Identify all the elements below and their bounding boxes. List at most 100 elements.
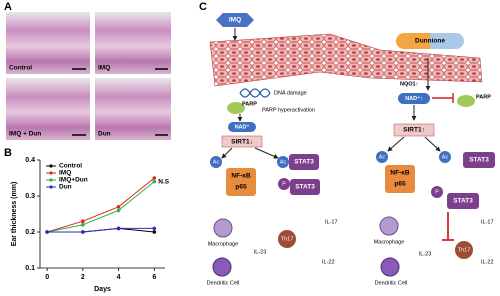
node-label: IL-22 — [322, 259, 335, 265]
img — [6, 12, 90, 74]
pill — [430, 33, 464, 49]
circ — [210, 156, 222, 168]
node-label: IL-23 — [419, 251, 432, 257]
panel-label: B — [4, 147, 12, 159]
box — [226, 168, 256, 196]
legend-marker — [49, 164, 53, 168]
node-label: NAD⁺↑ — [405, 95, 423, 102]
image-label: Dun — [98, 131, 111, 138]
series-line — [46, 177, 155, 233]
image-label: Control — [9, 65, 32, 72]
node-label: PARP — [242, 101, 257, 107]
node-label: IL-22 — [481, 259, 494, 265]
node-label: DNA damage — [274, 90, 307, 96]
node-label: Ac — [442, 154, 449, 160]
node-label: Ac — [379, 154, 386, 160]
box — [447, 193, 479, 209]
cell — [380, 257, 400, 277]
parp — [227, 102, 245, 114]
node-label: Macrophage — [208, 241, 239, 247]
legend-marker — [49, 171, 53, 175]
circ — [431, 186, 443, 198]
node-label: P — [435, 189, 439, 195]
panel-label: C — [199, 1, 207, 13]
node-label: IL-23 — [254, 249, 267, 255]
node-label: p65 — [235, 184, 247, 191]
annotation: N.S — [158, 179, 170, 186]
x-tick-label: 2 — [81, 274, 85, 281]
y-tick-label: 0.4 — [25, 157, 35, 164]
y-tick-label: 0.2 — [25, 229, 35, 236]
node-label: Dendritic Cell — [207, 280, 240, 286]
data-point — [81, 223, 85, 227]
box — [393, 123, 435, 137]
data-point — [152, 176, 157, 180]
series-line — [47, 227, 155, 233]
node-label: Ac — [280, 159, 287, 165]
data-point — [116, 208, 121, 213]
data-point — [45, 230, 49, 234]
cell — [278, 230, 296, 248]
data-point — [152, 230, 157, 234]
pill — [228, 122, 256, 132]
node-label: Th17 — [458, 247, 471, 253]
data-point — [81, 219, 85, 223]
node-label: NF-κB — [231, 173, 250, 180]
cell — [213, 218, 233, 238]
node-label: p65 — [394, 181, 406, 188]
y-tick-label: 0.1 — [25, 265, 35, 272]
node-label: Ac — [213, 159, 220, 165]
x-tick-label: 4 — [117, 274, 121, 281]
legend-label: Control — [59, 163, 82, 170]
circ — [439, 151, 451, 163]
legend-marker — [49, 178, 53, 182]
circ — [376, 151, 388, 163]
y-tick-label: 0.3 — [25, 193, 35, 200]
data-point — [81, 230, 85, 234]
arrow — [221, 147, 233, 159]
data-point — [116, 226, 121, 231]
node-label: PARP — [476, 94, 491, 100]
cell — [212, 257, 232, 277]
legend-marker — [49, 185, 53, 189]
node-label: Dendritic Cell — [375, 280, 408, 286]
panel-label: A — [4, 1, 12, 13]
node-label: PARP hyperactivation — [262, 107, 315, 113]
node-label: SIRT1↑ — [403, 127, 425, 134]
img — [6, 78, 90, 140]
node-label: NF-κB — [390, 170, 409, 177]
node-label: NQO1↑ — [400, 81, 419, 87]
parp — [457, 95, 475, 107]
hex — [216, 13, 254, 27]
cell — [455, 241, 473, 259]
series-line — [47, 181, 155, 233]
pill — [398, 93, 430, 104]
node-label: IL-17 — [481, 219, 494, 225]
pill — [396, 33, 430, 49]
chart: 0.1 0.2 0.3 0.4 0 2 4 6 Days Ear thickness (mm) Co… — [11, 157, 170, 293]
node-label: STAT3 — [469, 157, 489, 164]
legend-label: Dun — [59, 184, 72, 191]
legend-label: IMQ — [59, 170, 71, 177]
data-point — [152, 226, 157, 231]
box — [290, 179, 320, 195]
x-tick-label: 0 — [45, 274, 49, 281]
cell — [379, 216, 399, 236]
node-label: NAD⁺ — [235, 123, 250, 130]
node-label: STAT3 — [294, 159, 314, 166]
arrow — [387, 136, 405, 152]
node-label: Th17 — [281, 236, 294, 242]
node-label: SIRT1↓ — [231, 139, 253, 146]
node-label: P — [282, 181, 286, 187]
x-axis-label: Days — [94, 286, 111, 293]
node-label: Macrophage — [374, 239, 405, 245]
node-label: STAT3 — [295, 184, 315, 191]
box — [221, 135, 263, 148]
arrow — [254, 147, 279, 159]
node-label: IL-17 — [325, 219, 338, 225]
box — [289, 154, 319, 170]
drug-label: Dunnione — [415, 38, 445, 45]
node-label: STAT3 — [453, 198, 473, 205]
legend-label: IMQ+Dun — [59, 177, 88, 184]
